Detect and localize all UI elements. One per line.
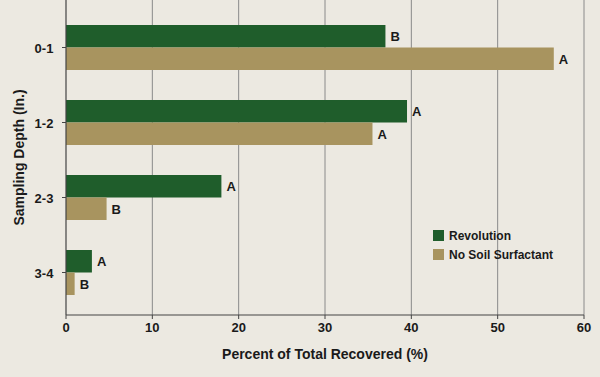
bar bbox=[66, 198, 107, 221]
significance-letter: A bbox=[412, 104, 422, 119]
grid-line bbox=[411, 0, 412, 315]
bar bbox=[66, 250, 92, 273]
tick-label: 10 bbox=[145, 320, 159, 335]
legend-label: No Soil Surfactant bbox=[449, 248, 553, 262]
background bbox=[0, 0, 600, 377]
y-axis-title: Sampling Depth (In.) bbox=[11, 89, 27, 225]
y-axis bbox=[65, 0, 66, 315]
category-label: 3-4 bbox=[35, 266, 55, 281]
bars bbox=[66, 25, 554, 295]
legend-swatch bbox=[433, 230, 444, 241]
bar bbox=[66, 273, 75, 296]
bar bbox=[66, 48, 554, 71]
bar bbox=[66, 25, 385, 48]
significance-letter: A bbox=[226, 179, 236, 194]
bar bbox=[66, 175, 221, 198]
significance-letter: B bbox=[112, 202, 121, 217]
significance-letter: A bbox=[559, 52, 569, 67]
grid-line bbox=[584, 0, 585, 315]
tick-label: 20 bbox=[231, 320, 245, 335]
chart: 0102030405060BAAAABAB0-11-22-33-4Percent… bbox=[0, 0, 600, 377]
grid-line bbox=[497, 0, 498, 315]
legend-label: Revolution bbox=[449, 229, 511, 243]
category-label: 2-3 bbox=[35, 191, 54, 206]
tick-label: 50 bbox=[490, 320, 504, 335]
significance-letter: A bbox=[97, 254, 107, 269]
significance-letter: B bbox=[390, 29, 399, 44]
category-label: 0-1 bbox=[35, 41, 54, 56]
legend: Revolution No Soil Surfactant bbox=[433, 229, 553, 262]
tick-label: 30 bbox=[318, 320, 332, 335]
significance-letter: B bbox=[80, 277, 89, 292]
chart-container: 0102030405060BAAAABAB0-11-22-33-4Percent… bbox=[0, 0, 600, 377]
tick-label: 0 bbox=[62, 320, 69, 335]
significance-letter: A bbox=[377, 127, 387, 142]
x-axis bbox=[66, 314, 584, 315]
letters: BAAAABAB bbox=[80, 29, 569, 292]
bar bbox=[66, 100, 407, 123]
x-axis-title: Percent of Total Recovered (%) bbox=[222, 346, 428, 362]
tick-label: 60 bbox=[577, 320, 591, 335]
tick-label: 40 bbox=[404, 320, 418, 335]
bar bbox=[66, 123, 372, 146]
category-label: 1-2 bbox=[35, 116, 54, 131]
legend-swatch bbox=[433, 249, 444, 260]
